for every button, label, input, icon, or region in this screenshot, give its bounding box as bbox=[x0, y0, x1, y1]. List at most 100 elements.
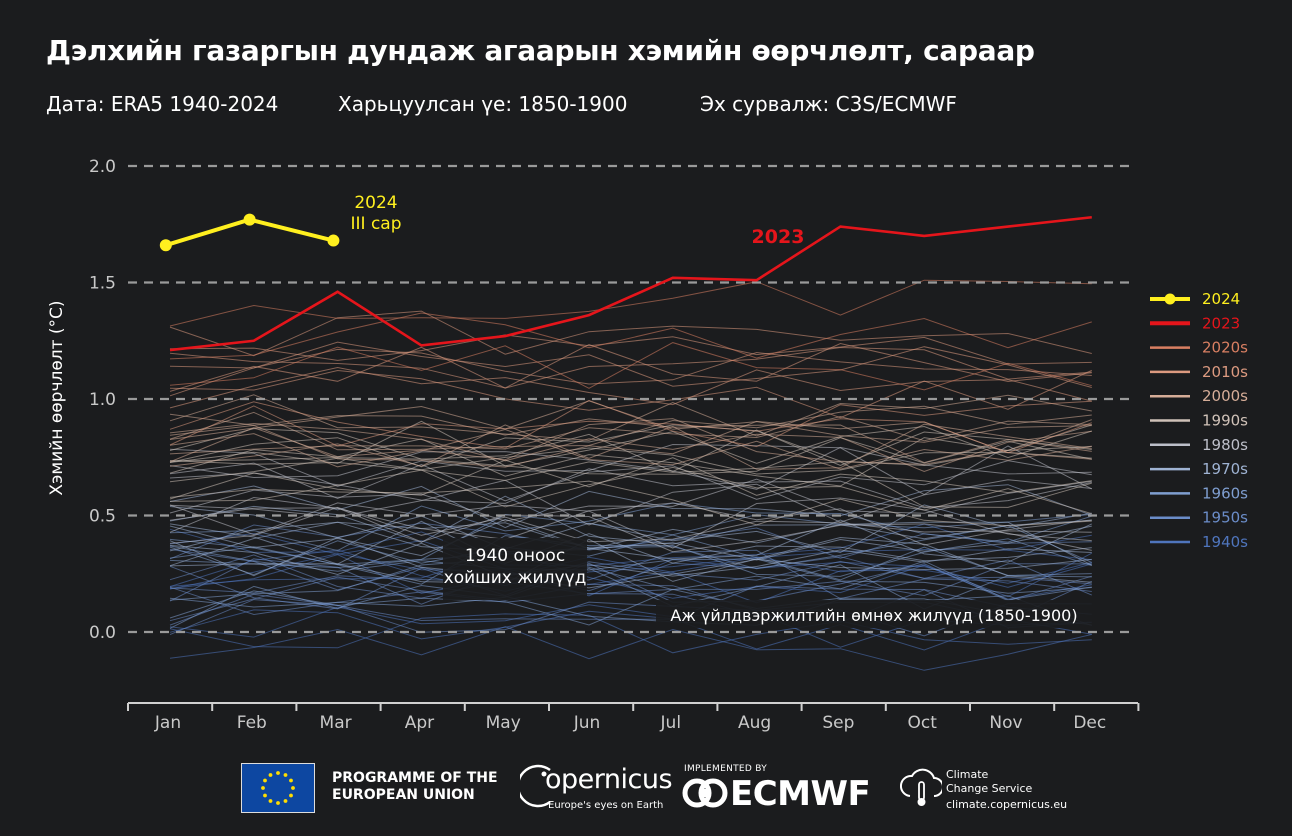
decade-line-2020s bbox=[169, 312, 1092, 360]
decade-line-2010s bbox=[169, 341, 1092, 388]
highlight-series bbox=[159, 213, 1092, 352]
x-tick-label-dec: Dec bbox=[1073, 713, 1106, 733]
decade-line-2010s bbox=[169, 310, 1092, 357]
chart-title: Дэлхийн газаргын дундаж агаарын хэмийн ө… bbox=[46, 34, 1035, 67]
c3s-name-line2: Change Service bbox=[946, 782, 1033, 795]
decade-line-2000s bbox=[169, 423, 1092, 470]
decade-line-1980s bbox=[169, 443, 1093, 496]
decade-line-2010s bbox=[169, 405, 1092, 454]
y-tick-label: 1.5 bbox=[89, 274, 116, 294]
y-tick-label: 0.5 bbox=[89, 507, 116, 527]
x-tick-label-mar: Mar bbox=[320, 713, 352, 733]
legend-label-1980s: 1980s bbox=[1202, 436, 1248, 454]
x-tick-label-jul: Jul bbox=[660, 713, 682, 733]
decade-line-1960s bbox=[169, 558, 1092, 601]
decade-line-1970s bbox=[169, 542, 1092, 589]
decade-line-1940s bbox=[169, 626, 1092, 671]
decade-line-2000s bbox=[169, 422, 1092, 473]
decade-line-1960s bbox=[169, 502, 1092, 552]
x-tick-label-sep: Sep bbox=[822, 713, 854, 733]
eu-line1: PROGRAMME OF THE bbox=[332, 770, 498, 786]
decade-line-2010s bbox=[169, 399, 1092, 449]
legend-label-2010s: 2010s bbox=[1202, 363, 1248, 381]
eu-programme-text: PROGRAMME OF THE EUROPEAN UNION bbox=[332, 770, 498, 804]
legend-label-2024: 2024 bbox=[1202, 290, 1240, 308]
decade-line-1940s bbox=[169, 613, 1092, 654]
copernicus-wordmark: opernicus bbox=[545, 764, 673, 795]
label-2023: 2023 bbox=[752, 226, 805, 248]
x-tick-label-may: May bbox=[486, 713, 521, 733]
decade-line-2010s bbox=[169, 366, 1092, 409]
decade-line-1980s bbox=[169, 507, 1092, 553]
y-tick-label: 0.0 bbox=[89, 623, 116, 643]
temperature-chart: 0.0 0.5 1.0 1.5 2.0 Jan Feb Mar Apr May Jun Jul Aug… bbox=[47, 157, 1248, 733]
label-2024-month: III сар bbox=[351, 214, 402, 234]
eu-star-icon bbox=[289, 793, 293, 798]
decade-line-2020s bbox=[169, 279, 1092, 327]
copernicus-logo-icon bbox=[520, 764, 551, 808]
x-axis: Jan Feb Mar Apr May Jun Jul Aug Sep Oct Nov Dec bbox=[127, 702, 1140, 733]
y-tick-label: 1.0 bbox=[89, 390, 116, 410]
grid-lines bbox=[128, 164, 1136, 634]
eu-star-icon bbox=[291, 786, 295, 790]
preindustrial-box bbox=[656, 600, 1092, 628]
legend-label-1990s: 1990s bbox=[1202, 412, 1248, 430]
legend-label-1950s: 1950s bbox=[1202, 509, 1248, 527]
decade-lines bbox=[169, 279, 1093, 671]
since-1940-line2: хойших жилүүд bbox=[444, 568, 587, 588]
decade-line-1940s bbox=[169, 549, 1093, 598]
legend-label-2023: 2023 bbox=[1202, 314, 1240, 332]
decade-line-1990s bbox=[169, 466, 1092, 515]
x-tick-label-feb: Feb bbox=[237, 713, 267, 733]
x-tick-label-oct: Oct bbox=[907, 713, 937, 733]
dataset-label: Дата: ERA5 1940-2024 bbox=[46, 92, 279, 116]
decade-line-1980s bbox=[169, 460, 1092, 502]
series-2023-line bbox=[169, 215, 1092, 352]
x-tick-label-nov: Nov bbox=[989, 713, 1022, 733]
x-tick-label-jun: Jun bbox=[573, 713, 601, 733]
decade-line-1970s bbox=[169, 518, 1093, 563]
decade-line-2000s bbox=[169, 394, 1092, 441]
decade-line-1960s bbox=[169, 524, 1093, 570]
legend-label-1970s: 1970s bbox=[1202, 460, 1248, 478]
decade-line-1970s bbox=[169, 521, 1092, 567]
eu-star-icon bbox=[276, 801, 280, 805]
eu-star-icon bbox=[263, 793, 267, 798]
preindustrial-label: Аж үйлдвэржилтийн өмнөх жилүүд (1850-190… bbox=[670, 606, 1077, 625]
source-label: Эх сурвалж: C3S/ECMWF bbox=[700, 92, 957, 116]
decade-line-1990s bbox=[169, 429, 1092, 473]
decade-line-2010s bbox=[169, 334, 1092, 365]
ecmwf-wordmark: ECMWF bbox=[730, 774, 871, 814]
series-2024-point bbox=[243, 213, 256, 226]
decade-line-1990s bbox=[169, 428, 1092, 475]
since-1940-box bbox=[443, 538, 587, 600]
c3s-name-line1: Climate bbox=[946, 768, 989, 781]
decade-line-1950s bbox=[169, 599, 1092, 637]
eu-star-icon bbox=[276, 771, 280, 775]
decade-line-1970s bbox=[169, 520, 1092, 565]
decade-line-2000s bbox=[169, 405, 1092, 451]
x-tick-label-apr: Apr bbox=[405, 713, 434, 733]
decade-line-1960s bbox=[169, 584, 1092, 629]
c3s-url: climate.copernicus.eu bbox=[946, 798, 1068, 811]
decade-line-1950s bbox=[169, 563, 1092, 597]
x-tick-label-aug: Aug bbox=[738, 713, 771, 733]
legend-label-2000s: 2000s bbox=[1202, 387, 1248, 405]
since-1940-line1: 1940 оноос bbox=[465, 546, 565, 566]
decade-line-1970s bbox=[169, 484, 1092, 529]
eu-line2: EUROPEAN UNION bbox=[332, 787, 475, 803]
series-2024-point bbox=[327, 234, 340, 247]
ecmwf-logo-icon bbox=[682, 778, 728, 808]
y-axis-label: Хэмийн өөрчлөлт (°C) bbox=[47, 300, 67, 495]
footer-logos: PROGRAMME OF THE EUROPEAN UNION opernicu… bbox=[0, 750, 1292, 836]
decade-line-1980s bbox=[169, 478, 1092, 522]
decade-line-2010s bbox=[169, 342, 1092, 389]
ecmwf-implemented-by: IMPLEMENTED BY bbox=[684, 764, 768, 774]
legend: 2024 2023 2020s 2010s 2000s 1990s 1980s 1970s 19… bbox=[1150, 290, 1248, 551]
decade-line-1950s bbox=[169, 548, 1092, 591]
legend-marker-2024 bbox=[1164, 293, 1176, 305]
legend-label-1960s: 1960s bbox=[1202, 484, 1248, 502]
decade-line-1950s bbox=[169, 562, 1092, 610]
eu-star-icon bbox=[283, 799, 288, 803]
